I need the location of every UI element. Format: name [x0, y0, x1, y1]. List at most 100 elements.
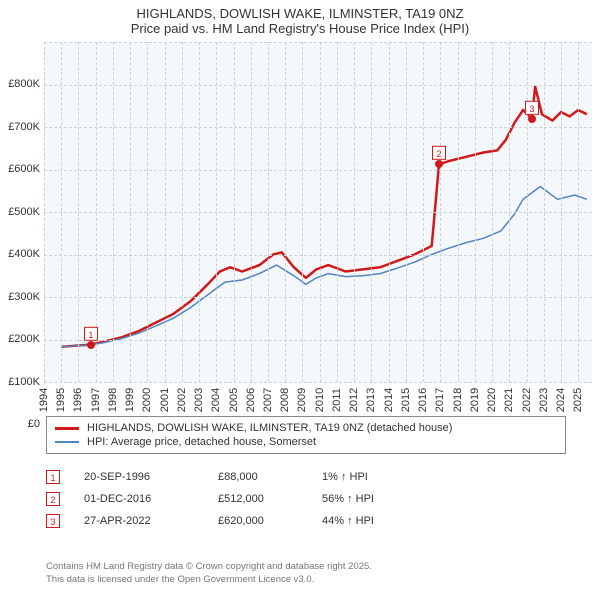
gridline-v [130, 42, 131, 382]
x-tick-label: 2007 [262, 386, 274, 414]
sale-row-marker: 3 [46, 514, 60, 528]
sale-row-marker: 1 [46, 470, 60, 484]
x-tick-label: 1997 [90, 386, 102, 414]
gridline-v [492, 42, 493, 382]
y-tick-label: £800K [0, 78, 40, 90]
x-tick-label: 2021 [503, 386, 515, 414]
gridline-v [320, 42, 321, 382]
sale-hpi-delta: 56% ↑ HPI [322, 493, 412, 505]
gridline-v [527, 42, 528, 382]
x-tick-label: 2001 [159, 386, 171, 414]
sale-row: 120-SEP-1996£88,0001% ↑ HPI [46, 466, 566, 488]
gridline-v [423, 42, 424, 382]
gridline-v [44, 42, 45, 382]
legend-swatch [55, 441, 79, 443]
footer-line2: This data is licensed under the Open Gov… [46, 574, 566, 586]
x-tick-label: 2000 [141, 386, 153, 414]
legend-swatch [55, 427, 79, 430]
y-tick-label: £600K [0, 163, 40, 175]
y-tick-label: £700K [0, 121, 40, 133]
gridline-v [389, 42, 390, 382]
gridline-v [113, 42, 114, 382]
x-tick-label: 2004 [210, 386, 222, 414]
x-tick-label: 1998 [107, 386, 119, 414]
x-tick-label: 2016 [417, 386, 429, 414]
x-tick-label: 2025 [572, 386, 584, 414]
title-subtitle: Price paid vs. HM Land Registry's House … [0, 21, 600, 36]
x-tick-label: 2018 [452, 386, 464, 414]
x-tick-label: 2015 [400, 386, 412, 414]
y-tick-label: £200K [0, 333, 40, 345]
x-tick-label: 2003 [193, 386, 205, 414]
sale-row: 3 27-APR-2022 £620,000 44% ↑ HPI [46, 510, 566, 532]
x-tick-label: 1995 [55, 386, 67, 414]
legend: HIGHLANDS, DOWLISH WAKE, ILMINSTER, TA19… [46, 416, 566, 454]
sale-hpi-delta: 44% ↑ HPI [322, 515, 412, 527]
x-tick-label: 1994 [38, 386, 50, 414]
x-tick-label: 2014 [383, 386, 395, 414]
gridline-v [268, 42, 269, 382]
gridline-v [147, 42, 148, 382]
chart-container: 1994199519961997199819992000200120022003… [0, 42, 600, 410]
sale-date: 01-DEC-2016 [84, 493, 194, 505]
x-tick-label: 2023 [538, 386, 550, 414]
chart-title: HIGHLANDS, DOWLISH WAKE, ILMINSTER, TA19… [0, 0, 600, 36]
x-tick-label: 2006 [245, 386, 257, 414]
x-tick-label: 2017 [434, 386, 446, 414]
gridline-v [475, 42, 476, 382]
series-line [61, 87, 587, 347]
gridline-v [234, 42, 235, 382]
legend-item: HPI: Average price, detached house, Some… [55, 435, 557, 449]
x-tick-label: 2005 [228, 386, 240, 414]
gridline-v [578, 42, 579, 382]
sale-marker-flag: 2 [432, 146, 446, 160]
gridline-v [406, 42, 407, 382]
gridline-h [44, 382, 592, 383]
sale-marker-dot [87, 341, 95, 349]
gridline-v [440, 42, 441, 382]
y-tick-label: £500K [0, 206, 40, 218]
gridline-v [561, 42, 562, 382]
x-tick-label: 2019 [469, 386, 481, 414]
footer-line1: Contains HM Land Registry data © Crown c… [46, 561, 566, 573]
sale-marker-dot [435, 160, 443, 168]
gridline-v [199, 42, 200, 382]
x-tick-label: 2010 [314, 386, 326, 414]
legend-item: HIGHLANDS, DOWLISH WAKE, ILMINSTER, TA19… [55, 421, 557, 435]
x-tick-label: 2008 [279, 386, 291, 414]
sale-marker-flag: 1 [84, 326, 98, 340]
x-tick-label: 2022 [521, 386, 533, 414]
title-address: HIGHLANDS, DOWLISH WAKE, ILMINSTER, TA19… [0, 6, 600, 21]
sale-price: £512,000 [218, 493, 298, 505]
gridline-v [182, 42, 183, 382]
gridline-v [216, 42, 217, 382]
gridline-v [165, 42, 166, 382]
legend-label: HPI: Average price, detached house, Some… [87, 436, 316, 448]
x-tick-label: 2012 [348, 386, 360, 414]
gridline-v [337, 42, 338, 382]
sales-table: 120-SEP-1996£88,0001% ↑ HPI201-DEC-2016£… [46, 466, 566, 532]
gridline-v [354, 42, 355, 382]
y-tick-label: £0 [0, 418, 40, 430]
gridline-v [78, 42, 79, 382]
sale-hpi-delta: 1% ↑ HPI [322, 471, 412, 483]
sale-row: 2 01-DEC-2016 £512,000 56% ↑ HPI [46, 488, 566, 510]
sale-row-marker: 2 [46, 492, 60, 506]
sale-price: £620,000 [218, 515, 298, 527]
y-tick-label: £400K [0, 248, 40, 260]
y-tick-label: £100K [0, 376, 40, 388]
y-tick-label: £300K [0, 291, 40, 303]
gridline-v [371, 42, 372, 382]
gridline-v [458, 42, 459, 382]
x-tick-label: 2011 [331, 386, 343, 414]
sale-date: 20-SEP-1996 [84, 471, 194, 483]
x-tick-label: 1999 [124, 386, 136, 414]
x-tick-label: 2024 [555, 386, 567, 414]
sale-date: 27-APR-2022 [84, 515, 194, 527]
x-tick-label: 2020 [486, 386, 498, 414]
sale-marker-flag: 3 [525, 100, 539, 114]
x-tick-label: 2013 [365, 386, 377, 414]
x-tick-label: 1996 [72, 386, 84, 414]
gridline-v [544, 42, 545, 382]
gridline-v [285, 42, 286, 382]
